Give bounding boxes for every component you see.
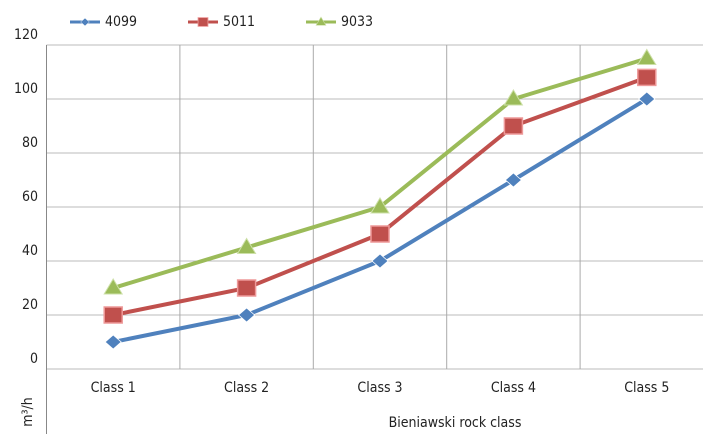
x-tick-label: Class 1 (91, 380, 136, 396)
x-tick-label: Class 2 (224, 380, 269, 396)
y-tick-label: 80 (22, 135, 38, 151)
y-tick-label: 0 (30, 351, 38, 367)
x-tick-label: Class 3 (357, 380, 402, 396)
marker (237, 307, 256, 323)
series-line (112, 75, 648, 317)
marker (503, 89, 524, 106)
marker (103, 306, 123, 324)
marker (370, 225, 390, 243)
marker (636, 48, 657, 65)
marker (104, 334, 122, 350)
x-tick-label: Class 5 (624, 380, 669, 396)
series-line (112, 97, 648, 344)
marker (504, 172, 523, 188)
marker (371, 253, 389, 269)
x-tick-label: Class 4 (491, 380, 536, 396)
legend-label: 4099 (105, 14, 137, 30)
legend-marker (315, 16, 327, 26)
marker (103, 278, 124, 295)
marker (236, 237, 257, 254)
marker (370, 197, 390, 214)
y-tick-label: 120 (14, 27, 38, 43)
marker (637, 68, 657, 87)
marker (503, 117, 524, 135)
y-tick-label: 60 (22, 189, 38, 205)
x-axis-label: Bieniawski rock class (389, 415, 522, 431)
legend-label: 5011 (223, 14, 255, 30)
legend-label: 9033 (341, 14, 373, 30)
marker (236, 279, 257, 297)
y-axis-label: m³/h (20, 397, 36, 427)
legend-marker (197, 17, 209, 27)
y-tick-label: 20 (22, 297, 38, 313)
y-tick-label: 100 (14, 81, 38, 97)
y-tick-label: 40 (22, 243, 38, 259)
marker (638, 91, 656, 107)
legend-marker (80, 17, 90, 27)
